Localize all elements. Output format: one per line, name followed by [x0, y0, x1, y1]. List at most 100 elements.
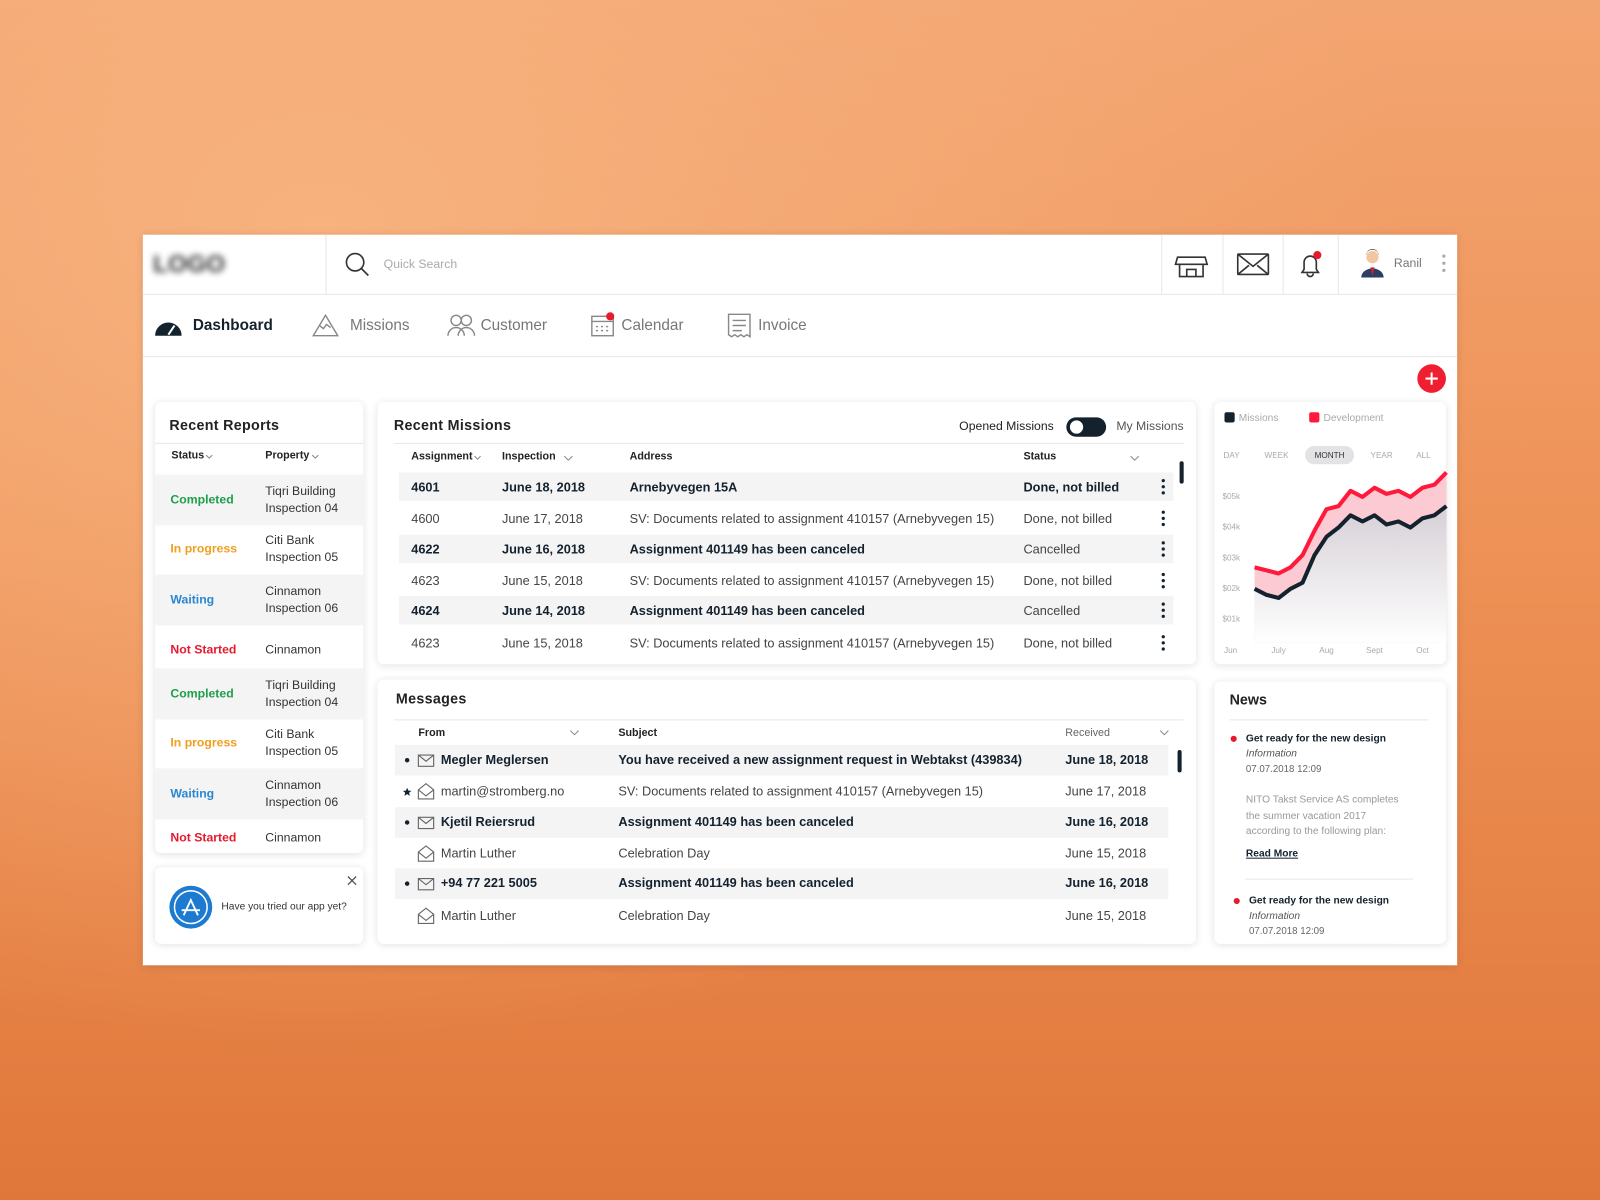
- property: Citi Bank Inspection 05: [265, 726, 339, 759]
- tab[interactable]: WEEK: [1265, 451, 1290, 460]
- x-tick-label: Aug: [1319, 646, 1334, 655]
- user-name: Ranil: [1393, 255, 1422, 270]
- cell: Assignment 401149 has been canceled: [618, 876, 854, 891]
- nav-item[interactable]: Calendar: [621, 316, 684, 335]
- news-date: 07.07.2018 12:09: [1245, 763, 1322, 775]
- cell: 4601: [411, 480, 440, 495]
- card-title: Recent Missions: [393, 416, 512, 434]
- close-icon[interactable]: [347, 876, 357, 886]
- row-background: [398, 595, 1174, 625]
- menu-dot: [1161, 510, 1165, 514]
- tab[interactable]: DAY: [1224, 451, 1241, 460]
- status: Completed: [170, 686, 234, 701]
- envelope-open: [417, 907, 435, 925]
- menu-dot: [1161, 635, 1165, 639]
- news-dot: [1233, 897, 1240, 905]
- cell: June 16, 2018: [502, 542, 586, 557]
- cell: Assignment 401149 has been canceled: [629, 542, 865, 557]
- status: Completed: [170, 492, 234, 507]
- cell: Arnebyvegen 15A: [629, 480, 738, 495]
- nav-item[interactable]: Dashboard: [192, 316, 273, 335]
- cell: June 17, 2018: [502, 511, 583, 527]
- cell: 4600: [411, 511, 440, 527]
- legend-label: Development: [1323, 413, 1383, 424]
- x-tick-label: Oct: [1416, 646, 1429, 655]
- cell: Done, not billed: [1023, 636, 1113, 651]
- row-background: [155, 574, 364, 626]
- menu-dot: [1161, 541, 1165, 545]
- text: Address: [629, 450, 673, 463]
- add-button[interactable]: [1417, 364, 1446, 393]
- toggle-label: Opened Missions: [959, 418, 1054, 434]
- card-title: Messages: [395, 690, 467, 707]
- cell: Martin Luther: [440, 908, 516, 923]
- news-category: Information: [1245, 748, 1297, 760]
- x-tick-label: Jun: [1224, 646, 1237, 655]
- card-title: Recent Reports: [169, 416, 280, 434]
- cell: SV: Documents related to assignment 4101…: [618, 784, 984, 799]
- line: [1254, 471, 1448, 576]
- envelope-closed: [417, 816, 435, 830]
- status: Waiting: [170, 786, 215, 801]
- nav-icons[interactable]: [155, 312, 751, 339]
- cell: Megler Meglersen: [440, 752, 549, 767]
- news-body: according to the following plan:: [1245, 826, 1387, 838]
- row-background: [394, 868, 1169, 899]
- status: Not Started: [170, 642, 237, 657]
- toggle[interactable]: [1066, 417, 1107, 437]
- header-icons[interactable]: [345, 252, 1446, 278]
- unread-dot: [404, 757, 410, 763]
- news-body: the summer vacation 2017: [1245, 810, 1367, 822]
- cell: June 16, 2018: [1065, 814, 1149, 830]
- row-background: [155, 768, 364, 820]
- row-background: [155, 474, 364, 526]
- cell: SV: Documents related to assignment 4101…: [629, 511, 995, 527]
- line: [1253, 504, 1448, 600]
- read-more[interactable]: Read More: [1245, 848, 1299, 860]
- menu-dot: [1161, 614, 1165, 618]
- cell: SV: Documents related to assignment 4101…: [629, 636, 995, 651]
- menu-dot: [1161, 485, 1165, 489]
- cell: You have received a new assignment reque…: [618, 752, 1022, 767]
- status: In progress: [170, 735, 238, 750]
- dividers: [142, 234, 1458, 880]
- menu-dot: [1161, 522, 1165, 527]
- card-title: News: [1229, 691, 1267, 708]
- cell: June 15, 2018: [502, 573, 583, 589]
- news-date: 07.07.2018 12:09: [1248, 926, 1325, 938]
- x-tick-label: Sept: [1366, 646, 1384, 655]
- nav-item[interactable]: Missions: [349, 316, 410, 335]
- cell: Celebration Day: [618, 908, 710, 923]
- envelope-closed: [417, 754, 435, 767]
- cell: June 16, 2018: [1065, 876, 1149, 891]
- envelope-closed: [417, 878, 435, 891]
- text: From: [418, 727, 446, 740]
- cell: Kjetil Reiersrud: [440, 814, 536, 830]
- cell: Done, not billed: [1023, 511, 1113, 527]
- app-store-icon[interactable]: [169, 885, 213, 929]
- y-tick-label: $02k: [1222, 584, 1241, 593]
- cell: 4623: [411, 636, 440, 651]
- cell: Assignment 401149 has been canceled: [629, 603, 865, 618]
- property: Cinnamon Inspection 06: [265, 583, 339, 616]
- x-tick-label: July: [1271, 646, 1286, 655]
- menu-dot: [1161, 585, 1165, 589]
- tab[interactable]: ALL: [1416, 451, 1431, 460]
- menu-dot: [1161, 647, 1165, 651]
- cell: SV: Documents related to assignment 4101…: [629, 573, 995, 589]
- search-input: Quick Search: [383, 256, 458, 271]
- nav-item[interactable]: Invoice: [758, 316, 807, 335]
- promo-text: Have you tried our app yet?: [221, 901, 347, 913]
- cell: June 18, 2018: [1065, 752, 1149, 767]
- row-background: [398, 534, 1174, 564]
- tab[interactable]: MONTH: [1315, 451, 1345, 460]
- tab[interactable]: YEAR: [1371, 451, 1393, 460]
- notification-dot: [1313, 251, 1322, 260]
- nav-item[interactable]: Customer: [480, 316, 547, 335]
- chevrons[interactable]: [205, 454, 1169, 736]
- area: [1254, 506, 1447, 643]
- news-category: Information: [1248, 910, 1301, 922]
- menu-dot: [1161, 602, 1165, 606]
